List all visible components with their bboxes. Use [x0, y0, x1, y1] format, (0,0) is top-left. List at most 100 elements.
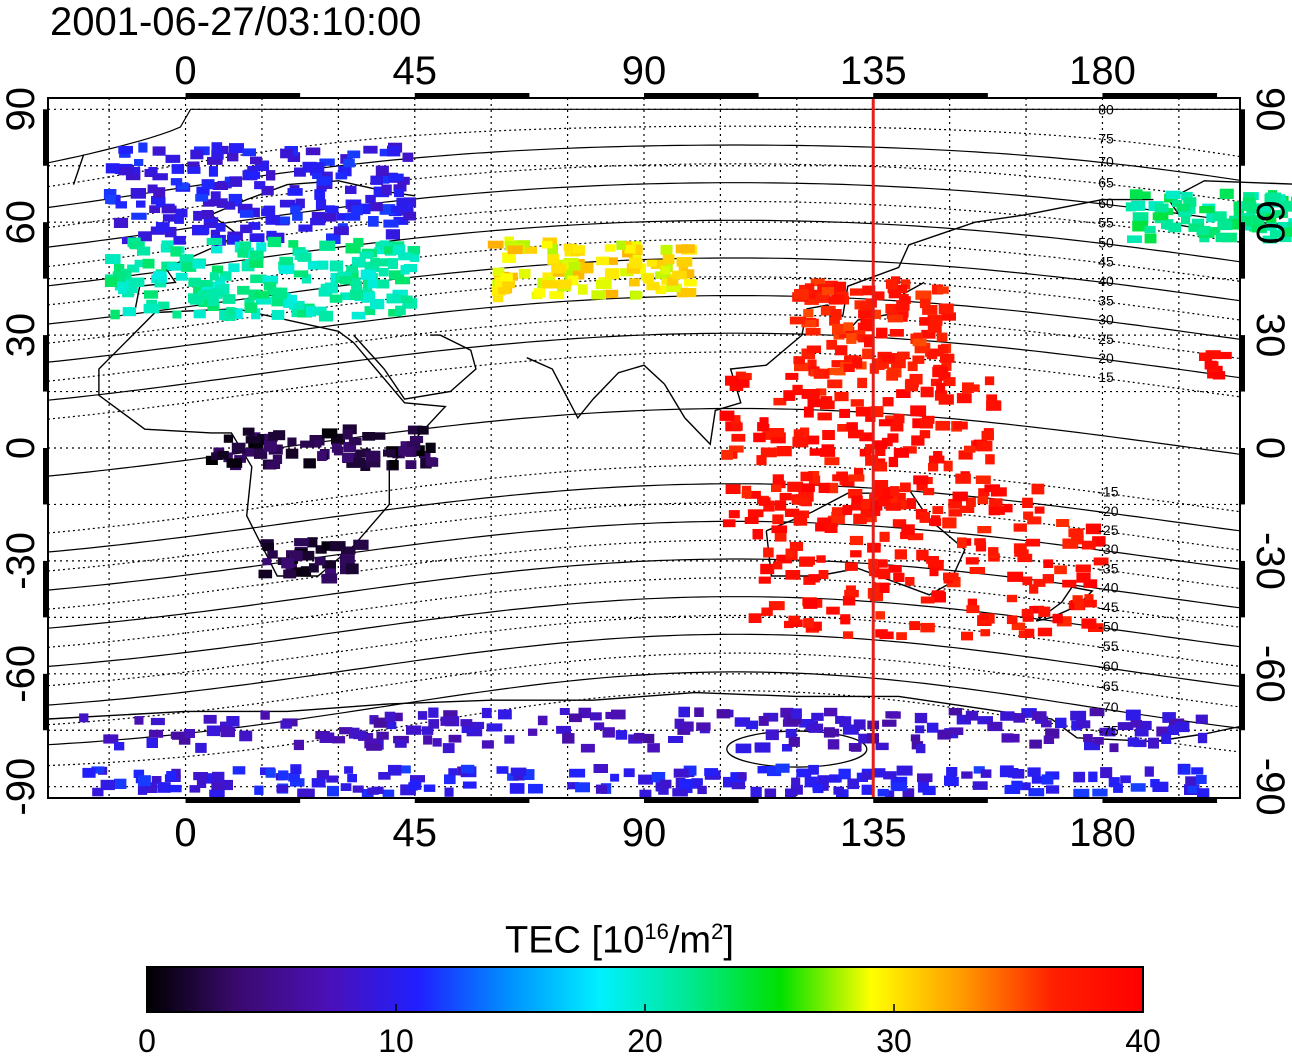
- tec-cell: [193, 309, 206, 319]
- contour-label: -35: [1098, 560, 1118, 576]
- tec-cell: [965, 557, 979, 565]
- tec-cell: [382, 789, 395, 797]
- tec-cell: [261, 185, 274, 196]
- tec-cell: [882, 397, 894, 407]
- top-lon-tick-label: 90: [622, 49, 667, 93]
- tec-cell: [349, 289, 364, 300]
- tec-cell: [889, 486, 900, 497]
- tec-cell: [943, 377, 956, 387]
- tec-cell: [153, 271, 165, 280]
- tec-cell: [1109, 743, 1119, 753]
- tec-cell: [844, 355, 859, 363]
- tec-cell: [1219, 188, 1234, 199]
- tec-cell: [205, 297, 219, 306]
- africa-coast: [98, 308, 447, 577]
- tec-cell: [340, 564, 351, 575]
- tec-cell: [953, 421, 968, 430]
- tec-cell: [148, 167, 158, 175]
- tec-cell: [719, 410, 735, 421]
- mag-contour-line: [47, 351, 1241, 420]
- tec-cell: [360, 460, 371, 471]
- tec-cell: [239, 730, 253, 742]
- tec-cell: [850, 399, 864, 407]
- bottom-lon-tick-label: 180: [1069, 811, 1136, 855]
- tec-cell: [770, 432, 786, 444]
- tec-cell: [1038, 606, 1051, 617]
- tec-cell: [793, 429, 805, 438]
- tec-cell: [872, 486, 884, 498]
- tec-cell: [316, 770, 329, 780]
- tec-cell: [331, 433, 345, 445]
- tec-cell: [383, 219, 399, 228]
- tec-cell: [353, 539, 369, 550]
- tec-cell: [943, 572, 959, 581]
- tec-cell: [1011, 780, 1023, 790]
- contour-label: -70: [1098, 699, 1118, 715]
- tec-cell: [1233, 205, 1244, 217]
- tec-cell: [211, 142, 223, 153]
- tec-cell: [410, 775, 425, 783]
- tec-cell: [1127, 235, 1142, 243]
- tec-cell: [388, 258, 398, 269]
- tec-cell: [1084, 740, 1100, 751]
- tec-cell: [759, 417, 769, 425]
- tec-cell: [175, 272, 188, 281]
- tec-cell: [948, 509, 962, 517]
- tec-cell: [808, 475, 821, 486]
- tec-cell: [279, 199, 296, 208]
- tec-cell: [345, 243, 361, 254]
- tec-cell: [798, 491, 814, 502]
- tec-cell: [987, 721, 1003, 732]
- tec-cell: [460, 719, 473, 727]
- right-lat-tick-label: -30: [1248, 532, 1292, 590]
- tec-cell: [722, 519, 736, 528]
- border-segment-bottom: [873, 798, 988, 803]
- tec-cell: [311, 778, 326, 788]
- tec-cell: [831, 507, 846, 517]
- tec-cell: [192, 259, 205, 269]
- tec-cell: [166, 771, 177, 780]
- tec-cell: [384, 711, 396, 723]
- tec-cell: [151, 776, 162, 784]
- tec-cell: [1125, 709, 1141, 721]
- tec-cell: [114, 264, 125, 274]
- tec-cell: [338, 165, 352, 177]
- tec-cell: [193, 283, 210, 295]
- tec-cell: [1017, 553, 1033, 563]
- tec-cell: [887, 433, 899, 443]
- tec-cell: [937, 729, 951, 740]
- tec-cell: [922, 785, 936, 796]
- tec-cell: [361, 291, 376, 303]
- tec-cell: [896, 300, 910, 311]
- tec-cell: [812, 784, 824, 794]
- tec-cell: [680, 288, 697, 298]
- tec-cell: [297, 252, 312, 262]
- tec-cell: [911, 435, 925, 446]
- tec-cell: [793, 515, 808, 526]
- tec-cell: [615, 730, 628, 740]
- tec-cell: [193, 772, 208, 781]
- tec-cell: [660, 244, 673, 255]
- contour-labels: 80 75 70 65 60 55 50 45 40 35 30 25 20 15 -15 -20 -25 -30…: [1098, 101, 1118, 738]
- tec-cell: [1041, 720, 1052, 728]
- bottom-lon-tick-label: 0: [174, 811, 196, 855]
- tec-cell: [448, 768, 458, 776]
- tec-cell: [148, 729, 164, 738]
- tec-cell: [914, 712, 928, 724]
- tec-cell: [774, 530, 787, 542]
- tec-cell: [901, 524, 915, 535]
- tec-cell: [1022, 576, 1033, 586]
- tec-cell: [262, 558, 272, 566]
- tec-cell: [402, 152, 414, 162]
- tec-cell: [271, 295, 286, 307]
- tec-cell: [660, 265, 671, 275]
- tec-cell: [578, 284, 588, 295]
- tec-cell: [1088, 771, 1098, 783]
- tec-cell: [931, 592, 946, 603]
- tec-cell: [1108, 777, 1120, 788]
- tec-cell: [1237, 215, 1252, 227]
- tec-cell: [262, 542, 274, 552]
- contour-label: -30: [1098, 541, 1118, 557]
- tec-cell: [758, 716, 769, 726]
- tec-cell: [379, 240, 390, 250]
